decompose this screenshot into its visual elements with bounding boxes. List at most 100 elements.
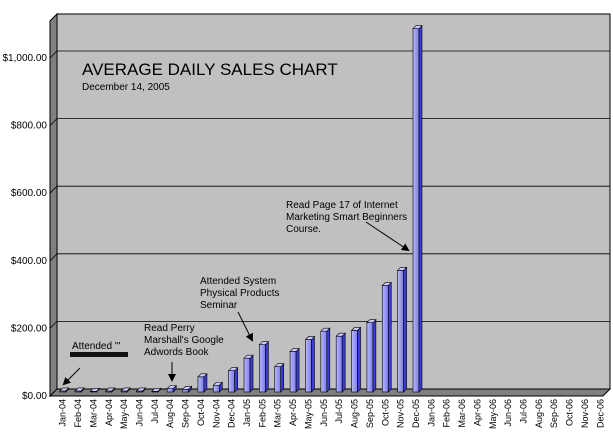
annotation-line: Marshall's Google <box>144 335 224 346</box>
bar-Jun-04 <box>135 387 147 393</box>
gridline <box>49 320 610 329</box>
bar-top <box>89 388 101 392</box>
x-tick-label: May-06 <box>488 399 498 429</box>
bar-top <box>350 327 362 331</box>
bar-Dec-05 <box>412 24 423 393</box>
gridline <box>49 185 610 194</box>
bar-side <box>357 326 361 393</box>
bar-front <box>335 335 343 393</box>
bar-Jan-04 <box>58 387 70 393</box>
plot-area <box>48 12 612 398</box>
bar-Dec-04 <box>227 366 239 393</box>
gridline <box>49 50 610 59</box>
x-tick-label: Apr-05 <box>288 399 298 426</box>
bar-Mar-04 <box>89 387 101 393</box>
x-tick-label: Aug-05 <box>350 399 360 428</box>
x-axis-ticks: Jan-04 Feb-04 Mar-04 Apr-04 May-04 Jun-04 Jul-… <box>58 399 606 429</box>
x-tick-label: Nov-04 <box>211 399 221 428</box>
y-tick-label: $400.00 <box>11 256 48 267</box>
y-tick-label: $1,000.00 <box>3 53 48 64</box>
bar-May-05 <box>304 335 316 393</box>
bar-Feb-04 <box>74 387 85 393</box>
x-tick-label: Apr-06 <box>472 399 482 426</box>
bar-top <box>197 373 208 378</box>
bar-Oct-04 <box>197 373 208 393</box>
plot-background <box>56 13 611 390</box>
annotation-line: Read Perry <box>144 323 195 334</box>
bar-top <box>412 25 423 29</box>
bar-Jul-04 <box>151 387 162 393</box>
x-tick-label: Sep-05 <box>365 399 375 428</box>
bar-Apr-05 <box>289 347 300 393</box>
bar-front <box>274 366 282 393</box>
annotation-line: Read Page 17 of Internet <box>286 200 398 211</box>
bar-top <box>135 387 147 392</box>
x-tick-label: Sep-06 <box>549 399 559 428</box>
bar-front <box>305 339 312 393</box>
bar-top <box>258 341 270 345</box>
x-tick-label: Mar-05 <box>273 399 283 428</box>
x-tick-label: Mar-06 <box>457 399 467 428</box>
bars <box>58 24 423 393</box>
x-tick-label: May-05 <box>303 399 313 429</box>
x-tick-label: Jan-06 <box>426 399 436 427</box>
x-tick-label: Nov-05 <box>396 399 406 428</box>
y-axis-ticks: $0.00 $200.00 $400.00 $600.00 $800.00 $1,000.… <box>3 53 48 402</box>
bar-top <box>105 387 116 392</box>
bar-side <box>280 362 285 393</box>
annotation-attended-seminar-jan04: Attended ''' <box>62 341 128 386</box>
bar-Feb-05 <box>258 340 270 393</box>
bar-front <box>381 285 389 393</box>
plot-side-wall <box>49 12 58 398</box>
bar-top <box>120 387 131 392</box>
bar-top <box>289 348 300 352</box>
bar-top <box>304 336 316 340</box>
annotation-line: Seminar <box>200 300 238 311</box>
annotation-internet-marketing: Read Page 17 of Internet Marketing Smart… <box>286 200 410 252</box>
bar-top <box>212 381 224 386</box>
bar-May-04 <box>120 387 131 393</box>
annotation-line: Attended System <box>200 276 276 287</box>
bar-front <box>182 388 189 393</box>
annotation-arrow <box>237 311 253 342</box>
x-tick-label: May-04 <box>119 399 129 429</box>
bar-top <box>366 319 377 324</box>
annotation-line: Course. <box>286 224 321 235</box>
bar-front <box>228 370 235 393</box>
bar-side <box>234 366 238 393</box>
bar-Sep-04 <box>181 385 193 393</box>
x-tick-label: Feb-06 <box>442 399 452 428</box>
x-tick-label: Dec-04 <box>227 399 237 428</box>
scribble-redaction <box>70 352 128 357</box>
bar-top <box>243 354 254 359</box>
x-tick-label: Dec-06 <box>595 399 605 428</box>
x-tick-label: Jun-05 <box>319 399 329 427</box>
x-tick-label: Aug-04 <box>165 399 175 428</box>
x-tick-label: Oct-06 <box>565 399 575 426</box>
bar-top <box>381 282 392 286</box>
x-tick-label: Feb-04 <box>73 399 83 428</box>
annotation-line: Marketing Smart Beginners <box>286 212 407 223</box>
bar-Nov-05 <box>396 266 408 393</box>
bar-top <box>181 385 193 390</box>
bar-top <box>227 367 239 372</box>
bar-front <box>366 322 374 393</box>
bar-front <box>320 330 328 393</box>
chart-title: AVERAGE DAILY SALES CHART <box>82 60 338 79</box>
bar-Aug-04 <box>166 384 177 393</box>
x-tick-label: Jun-04 <box>134 399 144 427</box>
annotation-arrow <box>62 367 81 386</box>
x-tick-label: Mar-04 <box>88 399 98 428</box>
bar-top <box>58 387 70 392</box>
bar-Nov-04 <box>212 381 224 393</box>
x-tick-label: Nov-06 <box>580 399 590 428</box>
bar-side <box>372 318 377 393</box>
bar-top <box>274 363 285 367</box>
bar-Jul-05 <box>335 332 346 393</box>
bar-front <box>351 330 358 393</box>
bar-side <box>249 354 254 393</box>
chart-subtitle: December 14, 2005 <box>82 82 170 93</box>
x-tick-label: Apr-04 <box>104 399 114 426</box>
x-tick-label: Jul-06 <box>519 399 529 424</box>
